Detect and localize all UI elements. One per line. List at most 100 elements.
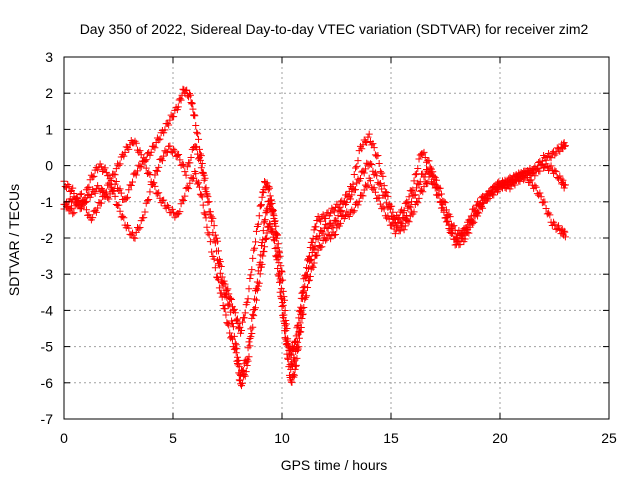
data-point <box>254 282 262 290</box>
data-point <box>261 243 269 251</box>
data-point <box>205 198 213 206</box>
data-point <box>219 282 227 290</box>
data-point <box>116 160 124 168</box>
data-point <box>464 229 472 237</box>
data-point <box>127 182 135 190</box>
data-point <box>245 353 253 361</box>
data-point <box>375 194 383 202</box>
data-point <box>560 139 568 147</box>
data-point <box>195 183 203 191</box>
data-point <box>306 273 314 281</box>
data-point <box>515 177 523 185</box>
data-point <box>145 196 153 204</box>
data-point <box>181 192 189 200</box>
data-point <box>279 301 287 309</box>
data-point <box>369 140 377 148</box>
data-point <box>228 295 236 303</box>
data-point <box>386 205 394 213</box>
data-point <box>561 228 569 236</box>
data-point <box>420 148 428 156</box>
data-point <box>436 198 444 206</box>
data-point <box>245 338 253 346</box>
data-point <box>193 128 201 136</box>
data-point <box>146 151 154 159</box>
data-point <box>155 163 163 171</box>
data-point <box>102 188 110 196</box>
data-point <box>274 240 282 248</box>
data-point <box>263 229 271 237</box>
data-point <box>292 362 300 370</box>
data-point <box>429 180 437 188</box>
data-point <box>203 223 211 231</box>
data-point <box>155 136 163 144</box>
data-point <box>347 195 355 203</box>
data-point <box>276 278 284 286</box>
data-point <box>547 154 555 162</box>
data-point <box>247 333 255 341</box>
data-point <box>503 181 511 189</box>
data-point <box>234 361 242 369</box>
data-point <box>160 152 168 160</box>
data-point <box>400 207 408 215</box>
y-axis: -7 -6 -5 -4 -3 -2 -1 0 1 2 3 <box>41 49 609 427</box>
data-point <box>348 191 356 199</box>
data-point <box>173 152 181 160</box>
data-point <box>277 267 285 275</box>
data-point <box>319 229 327 237</box>
data-point <box>233 359 241 367</box>
data-point <box>424 179 432 187</box>
data-point <box>404 217 412 225</box>
data-point <box>147 148 155 156</box>
data-point <box>371 169 379 177</box>
data-point <box>215 284 223 292</box>
data-point <box>222 290 230 298</box>
data-point <box>294 346 302 354</box>
data-point <box>332 231 340 239</box>
data-point <box>252 296 260 304</box>
data-point <box>305 276 313 284</box>
data-point <box>208 217 216 225</box>
data-point <box>208 248 216 256</box>
data-point <box>194 150 202 158</box>
data-point <box>297 328 305 336</box>
data-point <box>142 164 150 172</box>
data-point <box>330 208 338 216</box>
y-tick-label: -6 <box>41 375 54 391</box>
data-point <box>375 159 383 167</box>
data-point <box>205 231 213 239</box>
y-tick-label: 2 <box>45 85 53 101</box>
x-tick-label: 25 <box>601 430 617 446</box>
y-tick-label: -7 <box>41 411 54 427</box>
data-point <box>322 236 330 244</box>
data-point <box>526 177 534 185</box>
data-point <box>210 255 218 263</box>
data-point <box>274 265 282 273</box>
data-point <box>161 126 169 134</box>
data-point <box>449 229 457 237</box>
data-point <box>545 150 553 158</box>
data-point <box>140 214 148 222</box>
data-point <box>536 189 544 197</box>
data-point <box>145 169 153 177</box>
data-point <box>201 210 209 218</box>
data-point <box>186 179 194 187</box>
data-point <box>156 135 164 143</box>
data-point <box>67 204 75 212</box>
data-point <box>338 207 346 215</box>
data-point <box>351 186 359 194</box>
data-point <box>322 220 330 228</box>
x-tick-label: 20 <box>492 430 508 446</box>
data-point <box>155 189 163 197</box>
data-point <box>274 271 282 279</box>
data-point <box>410 191 418 199</box>
data-point <box>77 190 85 198</box>
data-point <box>202 214 210 222</box>
data-point <box>353 163 361 171</box>
data-point <box>276 288 284 296</box>
data-point <box>304 283 312 291</box>
data-point <box>143 197 151 205</box>
data-point <box>94 204 102 212</box>
data-point <box>120 152 128 160</box>
data-point <box>329 221 337 229</box>
data-point <box>69 210 77 218</box>
